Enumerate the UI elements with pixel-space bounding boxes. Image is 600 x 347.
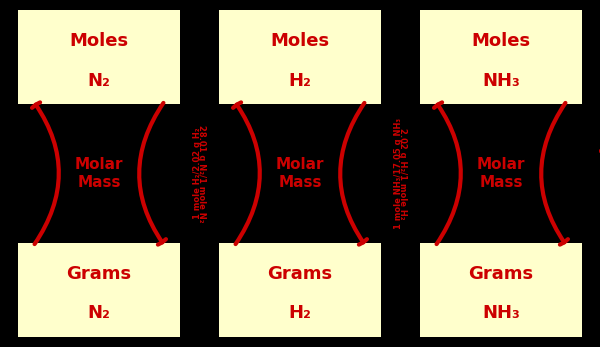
- Bar: [18, 10, 180, 104]
- Text: NH₃: NH₃: [482, 72, 520, 90]
- Text: NH₃: NH₃: [482, 304, 520, 322]
- Text: Grams: Grams: [268, 265, 332, 283]
- Text: Moles: Moles: [70, 32, 128, 50]
- Bar: [420, 10, 582, 104]
- Text: 1 mole H₂/2.02 g H₂: 1 mole H₂/2.02 g H₂: [193, 128, 202, 219]
- Text: H₂: H₂: [289, 304, 311, 322]
- Bar: [18, 243, 180, 337]
- Text: Molar
Mass: Molar Mass: [276, 157, 324, 190]
- Text: Molar
Mass: Molar Mass: [75, 157, 123, 190]
- Bar: [219, 243, 381, 337]
- Text: Moles: Moles: [472, 32, 530, 50]
- Text: Grams: Grams: [67, 265, 131, 283]
- Text: Grams: Grams: [469, 265, 533, 283]
- Text: Molar
Mass: Molar Mass: [477, 157, 525, 190]
- Bar: [219, 10, 381, 104]
- Text: N₂: N₂: [88, 304, 110, 322]
- Text: 2.02 g H₂/1 mole H₂: 2.02 g H₂/1 mole H₂: [398, 128, 407, 219]
- Text: 1 mole NH₃/17.05 g NH₃: 1 mole NH₃/17.05 g NH₃: [395, 118, 403, 229]
- Text: 17.05 g NH₃/1 mole NH₃: 17.05 g NH₃/1 mole NH₃: [598, 118, 600, 229]
- Text: 1 mole N₂/28.01 g N₂: 1 mole N₂/28.01 g N₂: [0, 125, 1, 222]
- Text: 28.01 g N₂/1 mole N₂: 28.01 g N₂/1 mole N₂: [197, 125, 206, 222]
- Text: H₂: H₂: [289, 72, 311, 90]
- Text: Moles: Moles: [271, 32, 329, 50]
- Bar: [420, 243, 582, 337]
- Text: N₂: N₂: [88, 72, 110, 90]
